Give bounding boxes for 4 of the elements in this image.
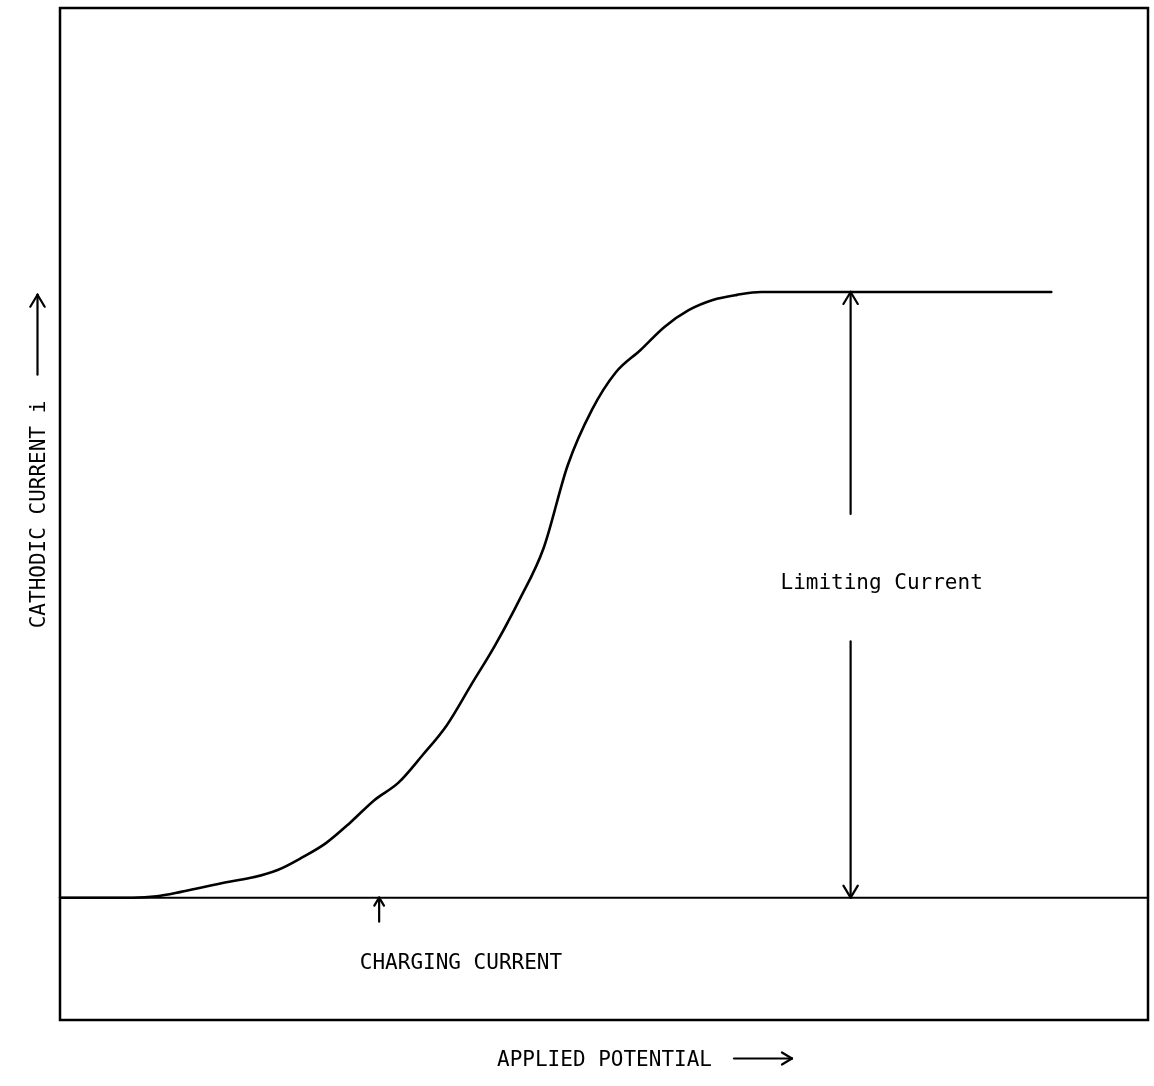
annotation: CHARGING CURRENT — [359, 950, 563, 975]
x-axis-title: APPLIED POTENTIAL — [497, 1046, 712, 1071]
y-axis-title: CATHODIC CURRENT i — [25, 400, 50, 629]
annotation: Limiting Current — [780, 570, 983, 595]
